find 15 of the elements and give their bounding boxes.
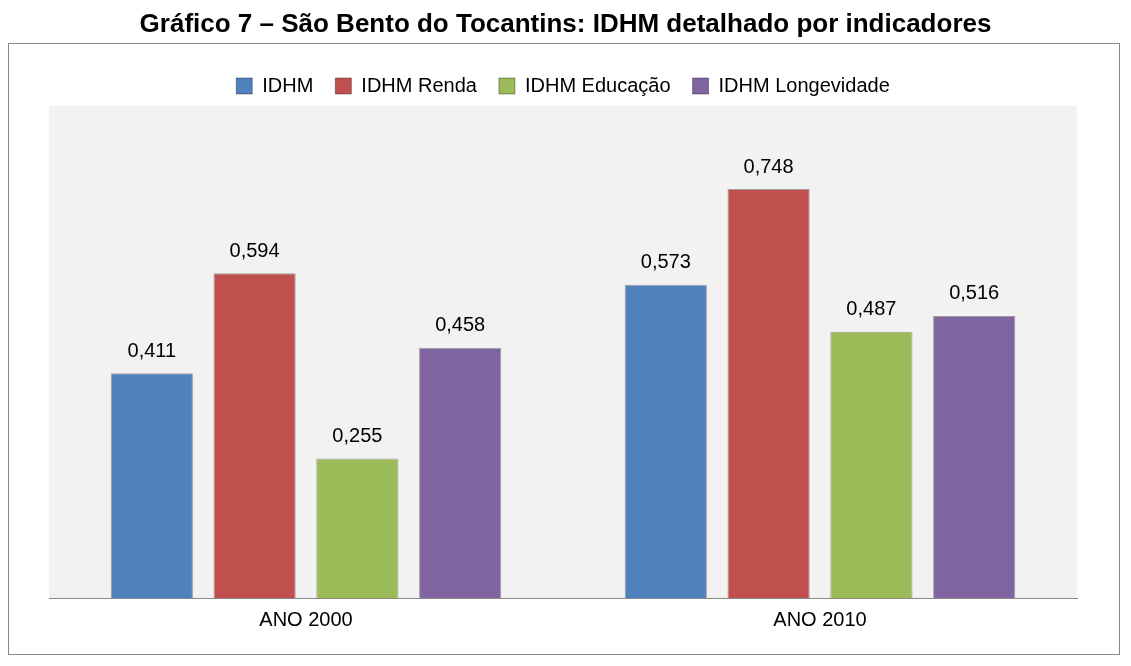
legend-label: IDHM Renda <box>361 73 478 96</box>
legend-label: IDHM Longevidade <box>718 73 890 96</box>
legend-label: IDHM <box>262 73 314 96</box>
data-label: 0,516 <box>949 281 1000 304</box>
x-tick-label: ANO 2010 <box>773 607 867 630</box>
data-label: 0,748 <box>743 154 794 177</box>
data-label: 0,573 <box>640 250 691 273</box>
x-tick-label: ANO 2000 <box>259 607 353 630</box>
chart-title: Gráfico 7 – São Bento do Tocantins: IDHM detalhado por indicadores <box>138 8 993 39</box>
data-label: 0,487 <box>846 297 897 320</box>
legend-label: IDHM Educação <box>524 73 671 96</box>
data-label: 0,594 <box>229 238 280 261</box>
data-label: 0,255 <box>332 424 383 447</box>
data-label: 0,458 <box>435 313 486 336</box>
data-label: 0,411 <box>127 338 177 361</box>
